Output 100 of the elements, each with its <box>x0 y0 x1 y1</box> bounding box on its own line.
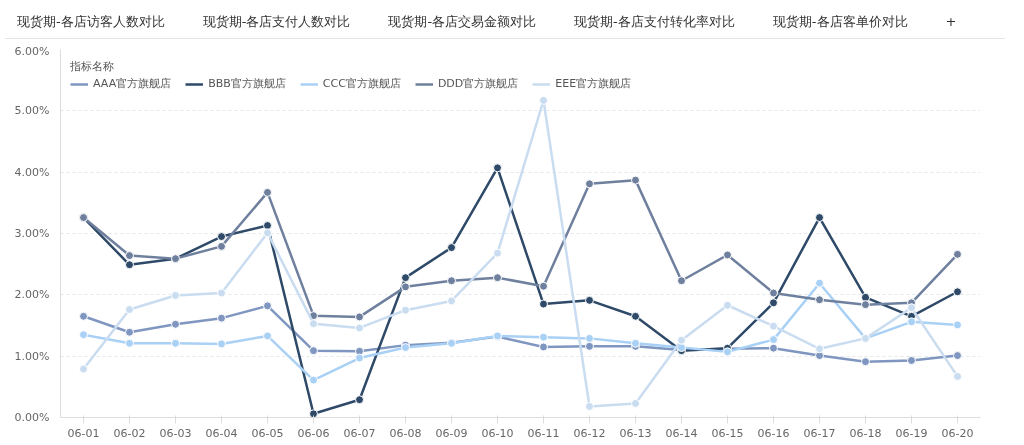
x-tick-label: 06-08 <box>389 426 422 440</box>
point <box>631 175 640 185</box>
point <box>815 344 824 354</box>
point <box>769 288 778 298</box>
text: 现货期-各店支付人数对比 <box>202 14 351 29</box>
x-tick-label: 06-19 <box>895 426 928 440</box>
point <box>401 282 410 292</box>
x-tick-label: 06-09 <box>435 426 468 440</box>
x-tick-label: 06-13 <box>619 426 652 440</box>
point <box>815 351 824 361</box>
point <box>585 295 594 305</box>
text: 现货期-各店访客人数对比 <box>17 14 165 29</box>
point <box>309 409 318 418</box>
x-tick-label: 06-05 <box>251 426 284 440</box>
y-tick-label: 0.00% <box>14 411 50 424</box>
x-tick-label: 06-04 <box>205 426 238 440</box>
point <box>631 311 640 321</box>
point <box>585 341 594 351</box>
point <box>539 95 548 105</box>
point <box>493 273 502 283</box>
point <box>861 292 870 302</box>
point <box>447 296 456 306</box>
point <box>401 305 410 315</box>
point <box>539 332 548 342</box>
point <box>217 232 226 242</box>
point <box>677 276 686 286</box>
point <box>171 319 180 329</box>
point <box>493 163 502 173</box>
point <box>263 228 272 238</box>
point <box>79 364 88 374</box>
x-tick-label: 06-18 <box>849 426 882 440</box>
x-tick-label: 06-01 <box>67 426 100 440</box>
point <box>125 305 134 315</box>
point <box>79 311 88 321</box>
point <box>631 398 640 408</box>
point <box>539 342 548 352</box>
point <box>907 317 916 327</box>
point <box>309 375 318 385</box>
legend-label: EEE官方旗舰店 <box>555 76 632 91</box>
point <box>907 355 916 365</box>
point <box>953 320 962 330</box>
legend-label: DDD官方旗舰店 <box>437 76 519 91</box>
point <box>723 300 732 310</box>
legend-label: AAA官方旗舰店 <box>93 76 172 91</box>
point <box>585 401 594 411</box>
x-tick-label: 06-12 <box>573 426 606 440</box>
point <box>401 273 410 283</box>
point <box>263 187 272 197</box>
point <box>907 303 916 313</box>
point <box>815 213 824 223</box>
point <box>769 335 778 345</box>
legend-label: BBB官方旗舰店 <box>208 76 286 91</box>
point <box>125 327 134 337</box>
x-tick-label: 06-17 <box>803 426 836 440</box>
point <box>309 319 318 329</box>
text: + <box>945 14 957 29</box>
point <box>171 338 180 348</box>
point <box>723 250 732 260</box>
legend-label: CCC官方旗舰店 <box>322 76 401 91</box>
point <box>493 248 502 258</box>
point <box>355 395 364 405</box>
y-tick-label: 6.00% <box>14 44 50 58</box>
y-tick-label: 5.00% <box>14 104 50 118</box>
x-tick-label: 06-10 <box>481 426 514 440</box>
y-tick-label: 2.00% <box>14 288 50 302</box>
x-tick-label: 06-15 <box>711 426 744 440</box>
x-tick-label: 06-16 <box>757 426 790 440</box>
point <box>539 299 548 309</box>
point <box>125 338 134 348</box>
point <box>447 276 456 286</box>
x-tick-label: 06-06 <box>297 426 330 440</box>
point <box>125 251 134 261</box>
point <box>815 278 824 288</box>
point <box>769 298 778 308</box>
text: 现货期-各店客单价对比 <box>772 14 908 29</box>
x-tick-label: 06-07 <box>343 426 376 440</box>
point <box>217 288 226 298</box>
x-tick-label: 06-03 <box>159 426 192 440</box>
point <box>953 249 962 259</box>
point <box>953 371 962 381</box>
point <box>217 339 226 349</box>
legend-title: 指标名称 <box>70 59 115 74</box>
y-tick-label: 1.00% <box>14 349 50 363</box>
text: 现货期-各店支付转化率对比 <box>574 14 735 29</box>
point <box>355 312 364 322</box>
point <box>769 321 778 331</box>
point <box>263 331 272 341</box>
point <box>171 290 180 300</box>
y-tick-label: 4.00% <box>14 165 50 179</box>
point <box>355 323 364 333</box>
point <box>217 313 226 323</box>
point <box>447 243 456 253</box>
point <box>263 221 272 231</box>
point <box>309 346 318 356</box>
point <box>769 343 778 353</box>
point <box>677 335 686 345</box>
x-tick-label: 06-11 <box>527 426 560 440</box>
point <box>125 260 134 270</box>
point <box>953 287 962 297</box>
point <box>355 353 364 363</box>
